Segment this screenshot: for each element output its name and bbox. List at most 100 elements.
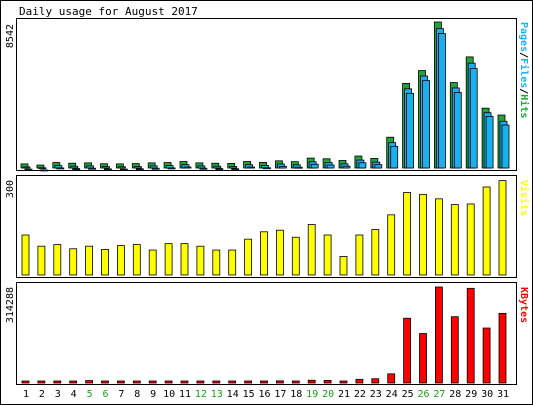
kbytes-bar-13 [212,380,221,384]
kbytes-bar-19 [307,379,316,384]
visits-bar-7 [117,245,125,276]
pages-bar-18 [294,166,303,169]
pages-bar-14 [231,168,240,171]
pages-bar-7 [120,168,128,171]
kbytes-bar-15 [244,380,253,384]
kbytes-bar-24 [387,373,396,384]
kbytes-bar-1 [21,380,30,384]
day-label-10: 10 [163,389,175,400]
files-bar-8 [133,166,142,169]
visits-bar-29 [466,203,475,276]
kbytes-bar-17 [275,380,284,384]
kbytes-bar-8 [132,380,141,384]
pages-bar-22 [358,162,367,169]
panel-kbytes [16,282,517,385]
kbytes-bar-26 [419,333,427,384]
day-label-4: 4 [71,389,77,400]
visits-bar-20 [323,234,332,276]
pages-bar-6 [104,168,112,171]
visits-bars [21,180,507,276]
kbytes-bar-25 [403,317,412,384]
day-label-7: 7 [118,389,124,400]
files-bar-4 [70,165,79,169]
panel1-ymax-label: 8542 [5,24,16,48]
pages-bar-9 [151,167,160,170]
pages-bar-31 [501,124,510,169]
kbytes-bar-2 [37,380,46,384]
visits-bar-9 [148,249,157,276]
visits-bar-14 [228,249,237,276]
day-label-26: 26 [417,389,429,400]
day-label-9: 9 [150,389,156,400]
kbytes-bar-23 [371,378,380,384]
visits-bar-6 [101,248,109,276]
day-label-22: 22 [354,389,366,400]
pages-bar-25 [406,92,415,169]
legend-kbytes: KBytes [518,287,529,323]
kbytes-bar-27 [434,286,443,384]
kbytes-bar-28 [450,316,459,384]
pages-bar-19 [310,163,319,169]
day-label-8: 8 [134,389,140,400]
files-bar-5 [86,165,94,169]
kbytes-bar-12 [196,380,205,384]
kbytes-bar-14 [228,380,237,384]
pages-bar-16 [263,167,271,170]
day-label-25: 25 [402,389,414,400]
pages-bar-17 [278,165,287,169]
panel2-ymax-label: 300 [5,180,16,198]
files-bar-6 [102,166,110,169]
day-label-19: 19 [306,389,318,400]
visits-bar-11 [180,243,189,276]
pages-bar-23 [374,164,383,169]
visits-bar-21 [339,256,348,276]
day-label-30: 30 [481,389,493,400]
day-label-11: 11 [179,389,191,400]
pages-bar-8 [135,168,144,171]
pages-bar-26 [422,80,430,169]
visits-bar-28 [450,204,459,276]
day-label-24: 24 [386,389,398,400]
kbytes-bar-29 [466,287,475,384]
legend-visits: Visits [518,180,530,216]
visits-bar-3 [53,244,62,276]
day-label-23: 23 [370,389,382,400]
legend-sep-2: / [518,88,529,94]
kbytes-bar-5 [85,380,93,384]
files-bar-7 [118,166,126,169]
legend-pages: Pages [518,22,529,52]
day-label-31: 31 [497,389,509,400]
kbytes-bar-3 [53,380,62,384]
day-label-17: 17 [274,389,286,400]
day-label-28: 28 [449,389,461,400]
visits-bar-19 [307,224,316,276]
kbytes-bar-7 [117,380,125,384]
pages-bar-20 [326,164,335,169]
files-bar-9 [149,165,158,169]
day-label-13: 13 [211,389,223,400]
kbytes-bar-10 [164,380,173,384]
day-label-12: 12 [195,389,207,400]
pages-bar-30 [485,116,494,169]
files-bar-2 [38,167,47,170]
visits-bar-22 [355,234,364,276]
kbytes-bar-11 [180,380,189,384]
pages-bar-15 [247,166,256,169]
pages-bar-28 [453,92,462,169]
chart-title: Daily usage for August 2017 [19,5,198,18]
pages-bar-2 [40,169,49,172]
day-label-6: 6 [102,389,108,400]
pages-bar-12 [199,167,208,170]
pages-bar-21 [342,165,351,169]
legend-sep-1: / [518,52,529,58]
pages-bar-24 [390,145,399,169]
visits-bar-26 [419,193,427,276]
pages-bar-27 [437,33,446,169]
legend-hits-files-pages: Pages/Files/Hits [518,22,530,118]
pages-bar-3 [56,167,65,170]
day-label-2: 2 [39,389,45,400]
day-labels: 1 2 3 4 5 6 7 8 9 10 11 12 13 14 15 16 17 18 19 20 21 22 23 24 2… [23,389,509,400]
visits-bar-24 [387,214,396,276]
panel3-ymax-label: 314288 [5,287,16,323]
pages-bar-11 [183,166,192,169]
